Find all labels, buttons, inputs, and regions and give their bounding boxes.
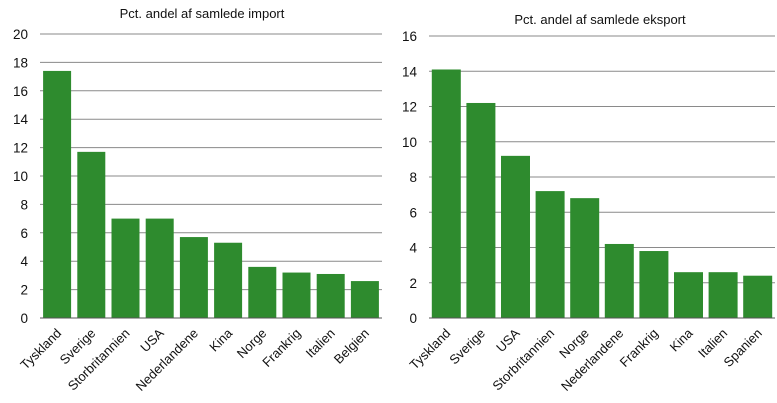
- import-y-tick-label: 12: [13, 141, 28, 156]
- export-bar: [639, 251, 669, 318]
- import-y-tick-label: 8: [20, 197, 28, 212]
- export-bar: [501, 155, 530, 318]
- import-category-label: Frankrig: [259, 326, 303, 370]
- export-y-tick-label: 6: [409, 205, 417, 220]
- export-y-tick-label: 16: [402, 29, 417, 44]
- export-category-label: Frankrig: [617, 326, 661, 370]
- export-y-tick-label: 4: [409, 241, 417, 256]
- import-y-tick-label: 16: [13, 84, 28, 99]
- export-category-label: Tyskland: [407, 326, 454, 373]
- import-bar: [77, 151, 106, 318]
- export-y-tick-label: 10: [402, 135, 417, 150]
- import-category-label: Tyskland: [17, 326, 64, 373]
- import-y-tick-label: 2: [20, 283, 28, 298]
- export-category-label: USA: [493, 325, 523, 355]
- import-bar: [282, 272, 311, 318]
- import-bar: [248, 266, 277, 318]
- export-bar: [466, 102, 496, 318]
- export-bar: [535, 191, 565, 318]
- export-bar: [743, 275, 773, 318]
- import-y-tick-label: 18: [13, 55, 28, 70]
- export-chart-title: Pct. andel af samlede eksport: [514, 12, 686, 27]
- export-bar: [570, 198, 600, 318]
- import-bar: [214, 242, 243, 318]
- export-category-label: Storbritannien: [489, 326, 557, 394]
- export-category-label: Kina: [667, 325, 697, 355]
- import-category-label: Nederlandene: [133, 326, 201, 394]
- import-y-tick-label: 20: [13, 27, 28, 42]
- export-bar: [674, 272, 703, 318]
- import-chart: Pct. andel af samlede import 0 2 4 6 8 10 12 14 1…: [13, 6, 382, 394]
- import-category-label: Belgien: [331, 326, 372, 367]
- export-bar: [604, 243, 634, 318]
- import-bar: [316, 273, 345, 318]
- export-chart: Pct. andel af samlede eksport 0 2 4 6 8 10 12 14…: [402, 12, 775, 394]
- export-category-label: Sverige: [446, 326, 488, 368]
- export-bar: [708, 272, 738, 318]
- import-y-tick-label: 4: [20, 254, 28, 269]
- import-bar: [43, 70, 72, 318]
- import-bar: [111, 218, 140, 318]
- export-y-tick-label: 2: [409, 276, 417, 291]
- import-y-tick-label: 6: [20, 226, 28, 241]
- import-y-tick-label: 0: [20, 311, 28, 326]
- export-bar: [431, 69, 461, 319]
- import-y-tick-label: 10: [13, 169, 28, 184]
- import-chart-title: Pct. andel af samlede import: [120, 6, 285, 21]
- import-bar: [145, 218, 174, 318]
- export-category-label: Spanien: [720, 326, 764, 370]
- import-category-label: USA: [137, 325, 167, 355]
- export-y-tick-label: 0: [409, 311, 417, 326]
- export-y-tick-label: 14: [402, 64, 418, 79]
- export-y-tick-label: 12: [402, 100, 417, 115]
- import-bar: [350, 281, 379, 318]
- import-y-tick-label: 14: [13, 112, 29, 127]
- import-bar: [179, 237, 208, 318]
- import-category-label: Kina: [206, 325, 236, 355]
- export-y-tick-label: 8: [409, 170, 417, 185]
